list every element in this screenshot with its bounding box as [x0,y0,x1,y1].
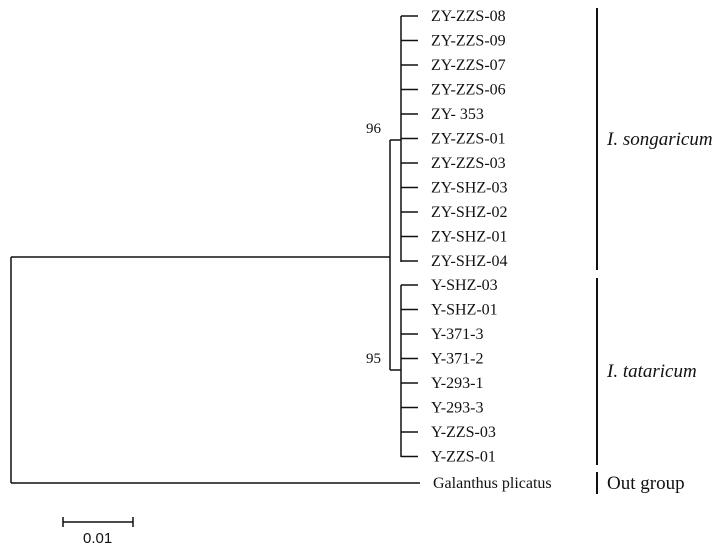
outgroup-taxon-label: Galanthus plicatus [433,475,552,492]
bootstrap-songaricum: 96 [366,121,382,137]
bootstrap-tataricum: 95 [366,351,381,367]
taxon-label: ZY-ZZS-06 [431,82,506,99]
taxon-label: Y-SHZ-03 [431,277,498,294]
songaricum-group-label: I. songaricum [606,129,713,150]
taxon-label: ZY-ZZS-09 [431,33,506,50]
taxon-label: Y-ZZS-03 [431,424,496,441]
scale-bar: 0.01 [62,517,134,547]
songaricum-tip-branches [401,15,418,262]
taxon-label: ZY-ZZS-08 [431,8,506,25]
taxon-label: ZY- 353 [431,106,484,123]
songaricum-taxon-labels: ZY-ZZS-08 ZY-ZZS-09 ZY-ZZS-07 ZY-ZZS-06 ZY- … [431,8,507,270]
tataricum-tip-branches [401,284,418,458]
taxon-label: Y-371-2 [431,351,483,368]
outgroup-group-label: Out group [607,473,685,494]
taxon-label: Y-293-1 [431,375,483,392]
taxon-label: Y-ZZS-01 [431,449,496,466]
tataricum-taxon-labels: Y-SHZ-03 Y-SHZ-01 Y-371-3 Y-371-2 Y-293-1 Y-2… [431,277,498,466]
taxon-label: ZY-ZZS-01 [431,131,506,148]
tataricum-group-label: I. tataricum [606,361,697,382]
taxon-label: ZY-SHZ-01 [431,229,507,246]
taxon-label: ZY-ZZS-07 [431,57,506,74]
taxon-label: Y-SHZ-01 [431,302,498,319]
taxon-label: ZY-SHZ-03 [431,180,507,197]
taxon-label: Y-371-3 [431,326,483,343]
taxon-label: Y-293-3 [431,400,483,417]
scale-bar-label: 0.01 [83,530,112,547]
taxon-label: ZY-SHZ-02 [431,204,507,221]
taxon-label: ZY-SHZ-04 [431,253,507,270]
taxon-label: ZY-ZZS-03 [431,155,506,172]
